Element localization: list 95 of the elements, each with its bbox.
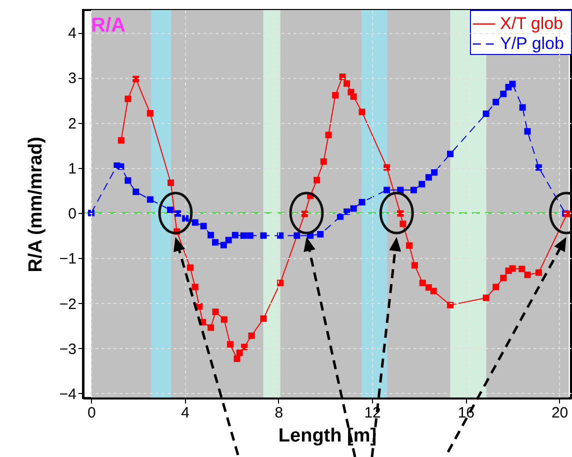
legend-label: X/T glob — [500, 14, 564, 33]
point — [500, 274, 507, 282]
point — [208, 232, 214, 238]
point — [332, 92, 339, 99]
point — [482, 110, 490, 118]
point — [320, 158, 327, 165]
point — [168, 180, 174, 186]
point — [182, 215, 189, 222]
legend-label: Y/P glob — [500, 34, 564, 53]
point — [518, 266, 526, 272]
point — [248, 332, 255, 339]
point — [500, 90, 507, 98]
point — [220, 316, 228, 323]
point — [350, 93, 357, 100]
point — [400, 220, 406, 228]
point — [146, 196, 154, 203]
point — [174, 210, 182, 217]
point — [225, 236, 232, 244]
point — [446, 302, 454, 308]
point — [260, 315, 267, 322]
y-tick-label: −3 — [59, 340, 76, 358]
y-tick-label: 3 — [68, 70, 76, 88]
point — [411, 262, 418, 269]
point — [246, 232, 254, 239]
point — [124, 177, 132, 184]
point — [132, 188, 140, 196]
y-axis-title: R/A (mm/mrad) — [25, 136, 46, 272]
point — [294, 232, 300, 239]
point — [192, 219, 198, 226]
point — [192, 284, 198, 290]
point — [446, 150, 454, 158]
x-tick-label: 4 — [181, 404, 190, 422]
point — [509, 265, 516, 272]
point — [425, 174, 432, 181]
point — [384, 164, 390, 171]
point — [132, 76, 140, 82]
x-tick-label: 8 — [274, 404, 284, 422]
point — [344, 208, 350, 215]
point — [492, 98, 500, 106]
point — [146, 110, 154, 117]
y-tick-label: 1 — [68, 160, 76, 178]
point — [419, 280, 426, 286]
point — [425, 284, 432, 291]
point — [226, 341, 234, 348]
point — [492, 284, 500, 290]
point — [200, 222, 207, 230]
point — [350, 205, 357, 212]
point — [430, 288, 437, 294]
point — [384, 186, 390, 194]
y-tick-label: 0 — [68, 206, 76, 223]
x-tick-label: 20 — [551, 404, 568, 422]
point — [317, 230, 324, 238]
point — [220, 242, 227, 248]
point — [406, 242, 413, 249]
point — [167, 206, 174, 214]
point — [358, 198, 366, 206]
point — [431, 169, 438, 176]
chart-title: R/A — [91, 14, 126, 36]
point — [241, 344, 248, 350]
point — [236, 350, 243, 356]
point — [124, 96, 132, 102]
point — [339, 74, 346, 80]
point — [509, 80, 516, 88]
y-tick-label: −4 — [59, 386, 76, 403]
point — [314, 176, 320, 184]
point — [397, 210, 404, 217]
point — [336, 213, 344, 220]
point — [186, 264, 194, 271]
point — [535, 164, 542, 171]
point — [418, 180, 426, 188]
point — [260, 232, 267, 239]
point — [212, 308, 219, 316]
point — [118, 163, 124, 170]
y-tick-label: 2 — [68, 115, 76, 132]
point — [232, 232, 238, 238]
point — [358, 108, 366, 116]
point — [524, 272, 531, 278]
point — [325, 132, 332, 138]
point — [208, 324, 214, 331]
point — [277, 232, 284, 239]
point — [410, 186, 417, 194]
point — [524, 128, 531, 135]
point — [212, 239, 218, 246]
point — [535, 269, 542, 276]
point — [519, 104, 526, 111]
point — [344, 80, 350, 87]
point — [240, 232, 247, 239]
x-tick-label: 0 — [88, 404, 96, 422]
y-tick-label: 4 — [68, 25, 76, 42]
point — [277, 280, 284, 286]
y-tick-label: −2 — [59, 296, 76, 313]
point — [482, 294, 490, 302]
point — [301, 210, 308, 218]
y-tick-label: −1 — [59, 250, 76, 268]
point — [118, 137, 124, 144]
